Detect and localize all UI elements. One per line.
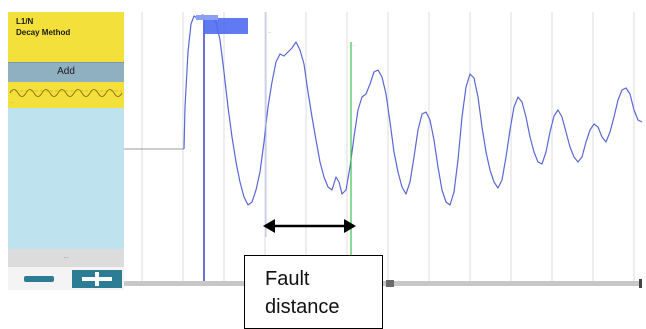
waveform-plot[interactable]: ... ... [124, 12, 642, 282]
cursor-a-value: ... [268, 29, 272, 34]
callout-line-1: Fault [265, 268, 310, 290]
add-button-label: Add [57, 66, 75, 77]
scrollbar-thumb[interactable] [386, 280, 394, 287]
thumbnail-waveform-icon [9, 89, 123, 97]
method-label: Decay Method [16, 28, 71, 37]
callout-line-2: distance [265, 296, 340, 318]
cable-length-display: ... [8, 249, 124, 267]
phase-label: L1/N [16, 17, 34, 26]
cable-length-label: ... [63, 254, 69, 260]
horizontal-scrollbar[interactable] [124, 279, 642, 288]
thumbnail-caption: ... [10, 99, 14, 104]
fault-distance-arrow [263, 219, 356, 233]
scrollbar-end-cap [639, 279, 642, 288]
zoom-controls [8, 267, 124, 290]
cursor-a-handle[interactable] [204, 18, 248, 34]
measurement-title-box[interactable]: L1/N Decay Method [8, 12, 124, 62]
add-button[interactable]: Add [8, 62, 124, 83]
cursor-b-value: ... [352, 42, 356, 47]
waveform-trace [183, 14, 642, 206]
waveform-canvas [124, 12, 642, 282]
trace-thumbnail[interactable]: ... [8, 82, 124, 108]
plot-grid [141, 12, 635, 282]
zoom-in-button[interactable] [72, 270, 122, 288]
fault-distance-callout: Fault distance [244, 255, 383, 329]
cursor-a-handle-top [196, 15, 218, 20]
zoom-out-button[interactable] [24, 276, 54, 282]
sidebar: L1/N Decay Method Add ... ... [8, 12, 124, 290]
